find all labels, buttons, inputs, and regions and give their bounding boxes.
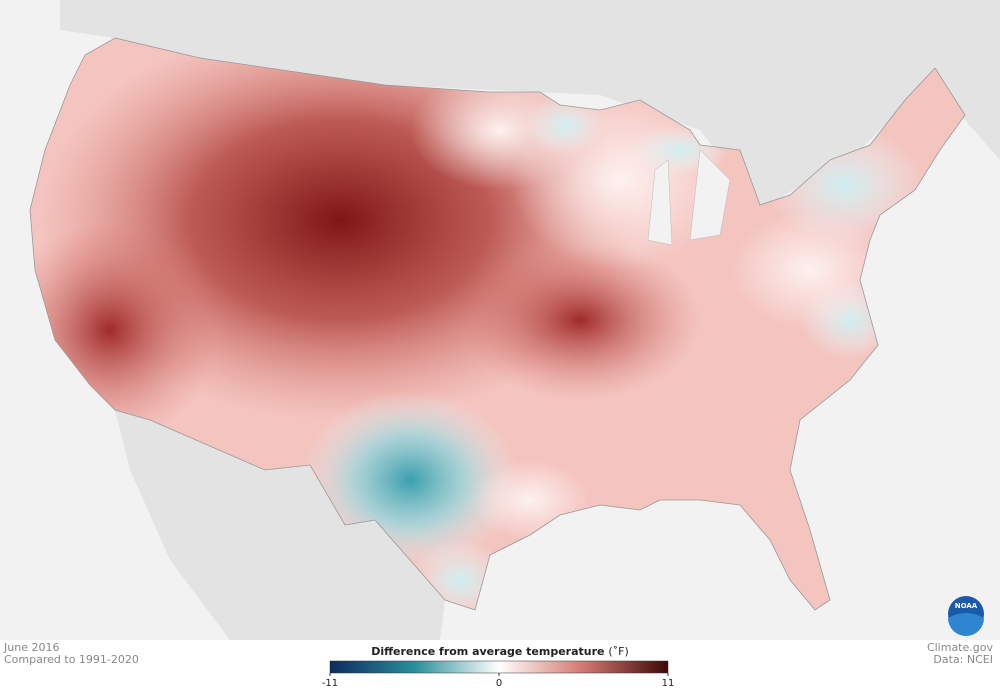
color-bar — [329, 660, 669, 674]
mexico — [115, 410, 445, 640]
date: June 2016 — [3, 641, 59, 654]
baseline: Compared to 1991-2020 — [4, 653, 139, 666]
tick-label: 0 — [496, 678, 502, 689]
noaa-logo: NOAA — [948, 596, 984, 636]
canada — [60, 0, 1000, 210]
tick-label: 11 — [662, 678, 675, 689]
legend-title-text: Difference from average temperature — [371, 645, 604, 658]
legend-unit: (˚F) — [608, 645, 628, 658]
tick-label: -11 — [322, 678, 338, 689]
credit: Climate.gov — [927, 641, 994, 654]
logo-text: NOAA — [955, 602, 978, 610]
legend-title: Difference from average temperature (˚F) — [371, 645, 629, 658]
lakes — [647, 149, 731, 246]
source: Data: NCEI — [933, 653, 993, 666]
